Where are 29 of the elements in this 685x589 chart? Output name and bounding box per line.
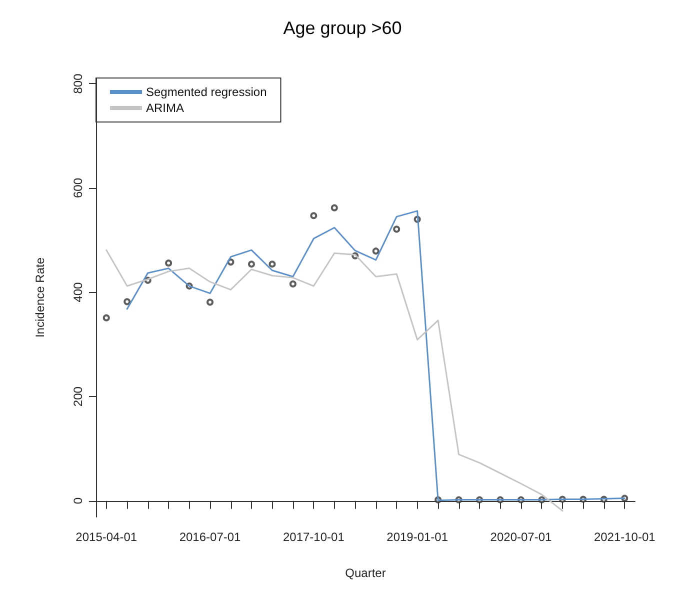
- x-tick-label: 2015-04-01: [76, 530, 138, 544]
- y-axis-title: Incidence Rate: [33, 257, 47, 338]
- point: [310, 212, 318, 220]
- y-tick-label: 0: [71, 497, 85, 504]
- legend-label: Segmented regression: [146, 85, 267, 99]
- y-tick-label: 400: [71, 282, 85, 302]
- y-tick-label: 200: [71, 386, 85, 407]
- x-tick-label: 2021-10-01: [594, 530, 656, 544]
- point: [372, 248, 380, 255]
- point: [330, 204, 338, 212]
- point: [102, 314, 110, 322]
- x-axis-title: Quarter: [345, 566, 386, 580]
- x-tick-label: 2019-01-01: [386, 530, 448, 544]
- point: [268, 260, 276, 268]
- x-tick-label: 2016-07-01: [179, 530, 242, 544]
- chart-title: Age group >60: [283, 18, 402, 38]
- x-tick-label: 2017-10-01: [282, 530, 345, 544]
- point: [248, 260, 255, 268]
- line-series: [106, 249, 564, 512]
- y-tick-label: 800: [71, 73, 85, 94]
- legend-label: ARIMA: [146, 101, 184, 115]
- point: [206, 298, 214, 306]
- point: [165, 260, 172, 267]
- y-tick-label: 600: [71, 178, 85, 198]
- x-tick-label: 2020-07-01: [490, 530, 552, 544]
- point: [393, 226, 400, 233]
- point: [289, 280, 296, 288]
- point: [227, 258, 234, 266]
- point: [124, 298, 131, 306]
